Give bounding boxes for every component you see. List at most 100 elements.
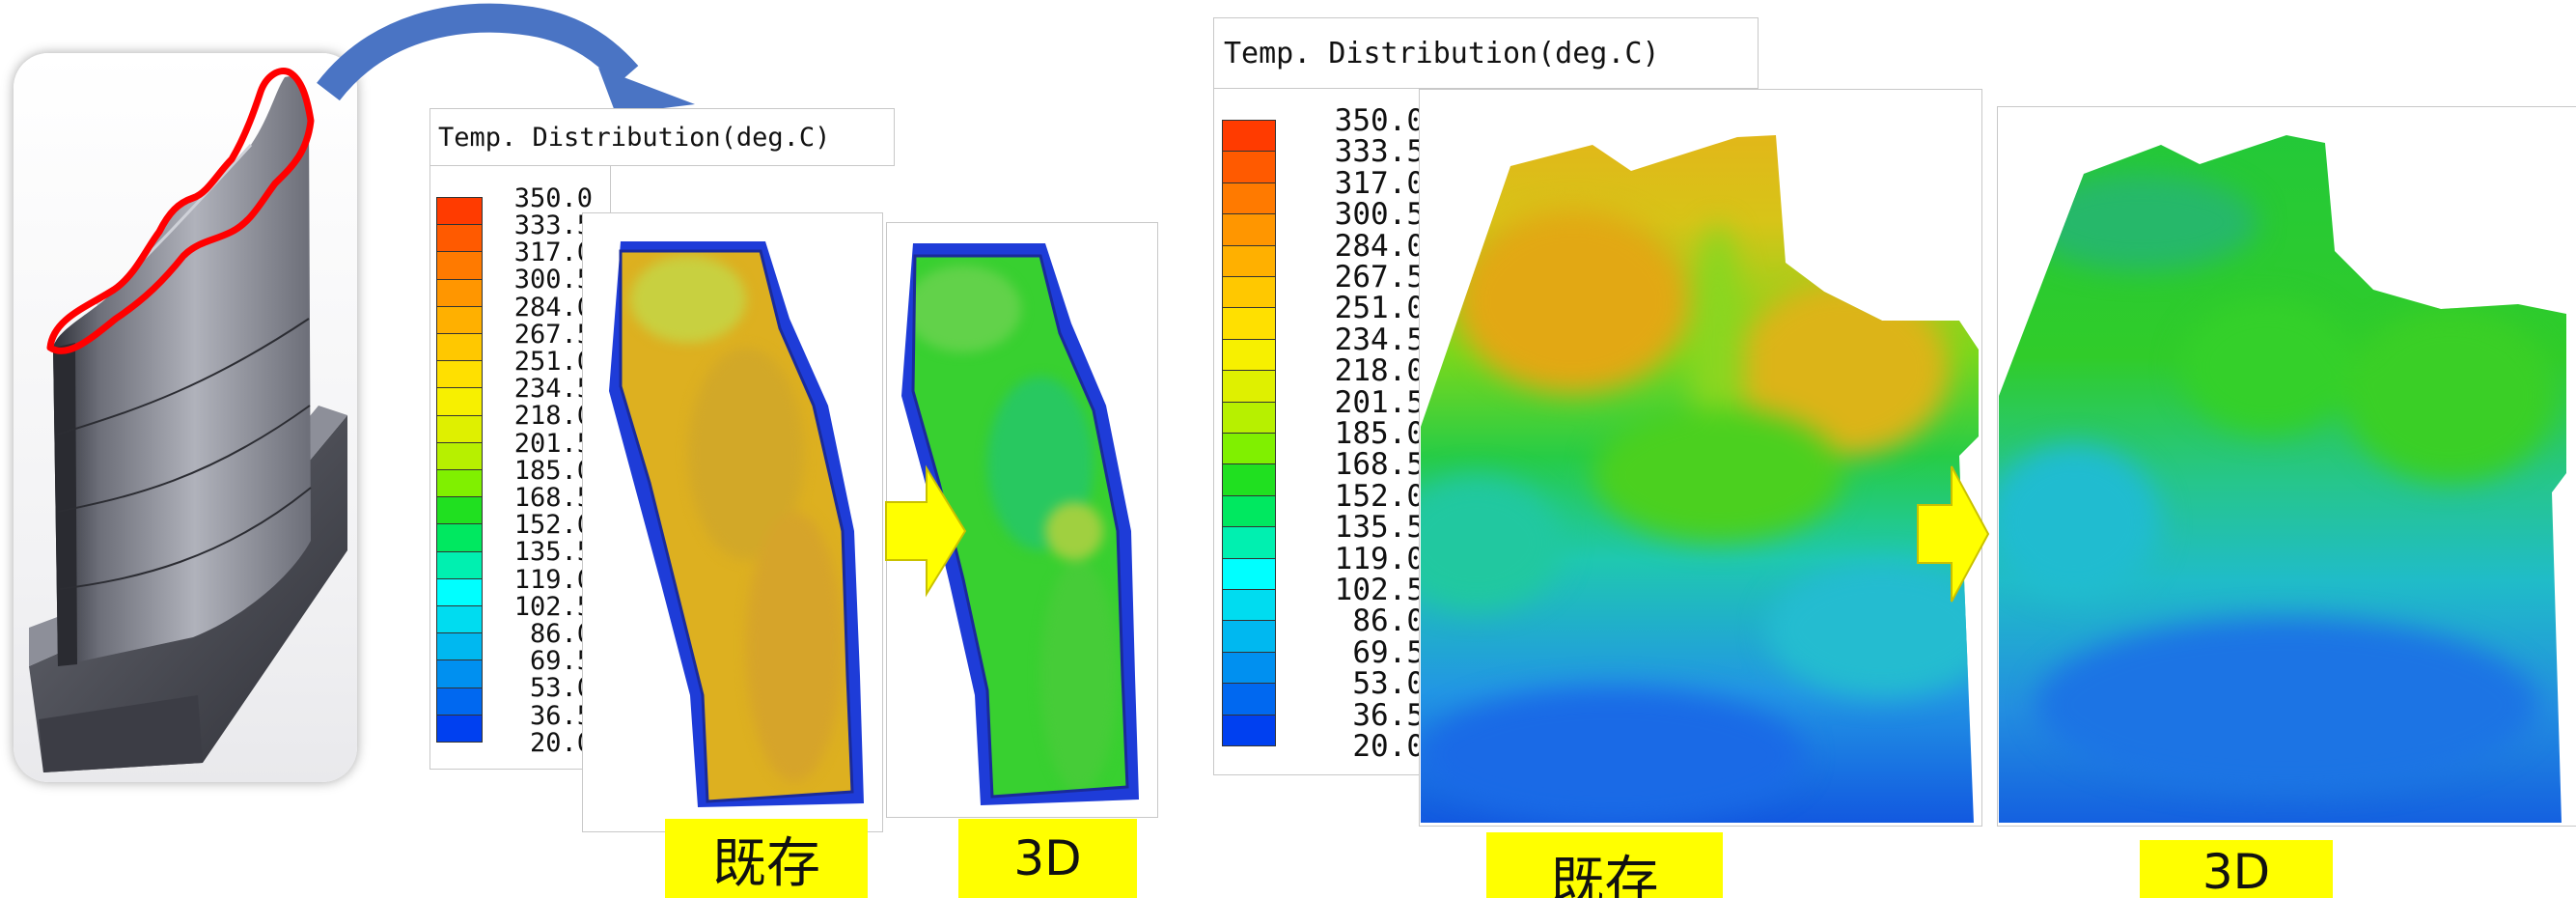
legend-swatch [436,414,483,443]
legend-swatch [436,305,483,334]
section-3d-large [1999,135,2566,823]
legend-value-label: 267.5 [513,319,593,350]
legend-swatch [1222,589,1276,622]
section-existing-large [1421,135,1979,823]
legend-value-label: 119.0 [513,564,593,595]
legend-swatch [1222,526,1276,559]
section-3d-small [901,243,1139,805]
legend-value-label: 333.5 [1334,134,1425,170]
curved-arrow-icon [317,3,695,114]
legend-value-label: 284.0 [1334,228,1425,264]
legend-swatch [1222,307,1276,340]
legend-swatch [436,278,483,307]
legend-value-label: 251.0 [513,347,593,378]
legend-swatch [436,469,483,498]
legend-value-label: 234.5 [1334,322,1425,357]
legend-swatch [1222,620,1276,653]
legend-value-label: 185.0 [513,455,593,486]
legend-value-label: 119.0 [1334,541,1425,576]
legend-value-label: 333.5 [513,210,593,241]
part-model-illustration [29,68,347,772]
legend-swatch [1222,244,1276,277]
legend-swatch [436,605,483,634]
legend-value-label: 251.0 [1334,291,1425,326]
legend-swatch [436,496,483,525]
legend-swatch [1222,494,1276,528]
legend-value-label: 267.5 [1334,260,1425,295]
legend-value-label: 69.5 [1352,634,1425,670]
part-base-block [29,415,347,772]
legend-value-label: 168.5 [1334,447,1425,483]
legend-swatch [1222,401,1276,434]
legend-swatch [1222,433,1276,465]
legend-swatch [1222,338,1276,372]
legend-swatch [436,251,483,280]
legend-value-label: 317.0 [513,238,593,268]
legend-swatch [436,714,483,743]
legend-value-label: 20.0 [529,727,593,758]
legend-swatch [1222,651,1276,685]
legend-value-label: 185.0 [1334,416,1425,452]
legend-value-label: 20.0 [1352,729,1425,765]
legend-value-label: 350.0 [1334,103,1425,139]
caption-3d-small: 3D [958,819,1137,898]
legend-title-large: Temp. Distribution(deg.C) [1213,17,1759,89]
legend-swatch [1222,557,1276,590]
legend-value-label: 36.5 [529,700,593,731]
legend-swatch [1222,182,1276,215]
legend-value-label: 218.0 [1334,353,1425,389]
legend-swatch [436,632,483,661]
caption-existing-large: 既存 [1486,832,1723,898]
caption-existing-small: 既存 [665,819,868,898]
legend-swatch [1222,151,1276,183]
legend-value-label: 53.0 [529,673,593,704]
legend-swatch [436,550,483,579]
legend-value-label: 317.0 [1334,165,1425,201]
legend-swatch [1222,683,1276,716]
legend-value-label: 350.0 [513,182,593,213]
legend-title-small: Temp. Distribution(deg.C) [429,108,895,166]
legend-value-label: 53.0 [1352,666,1425,702]
legend-value-label: 201.5 [513,428,593,459]
legend-scale-small: 350.0 333.5 317.0 300.5 284.0 267.5 251.0 234.5… [436,185,600,756]
legend-scale-large: 350.0 333.5 317.0 300.5 284.0 267.5 251.0 234.5… [1222,106,1432,762]
legend-swatch [1222,213,1276,246]
legend-swatch [436,523,483,552]
legend-swatch [1222,276,1276,309]
legend-swatch [1222,714,1276,746]
section-existing-small [609,241,864,807]
legend-swatch [1222,120,1276,153]
step-arrow-icon-large [1917,465,1990,603]
legend-swatch [436,333,483,362]
legend-swatch [436,577,483,606]
legend-swatch [436,441,483,470]
legend-value-label: 86.0 [1352,603,1425,639]
legend-swatch [436,387,483,416]
caption-3d-large: 3D [2140,840,2333,898]
highlight-outline [46,68,315,354]
legend-value-label: 86.0 [529,619,593,650]
legend-value-label: 300.5 [513,265,593,295]
legend-value-label: 102.5 [513,591,593,622]
legend-value-label: 36.5 [1352,697,1425,733]
step-arrow-icon-small [885,464,967,598]
legend-value-label: 135.5 [1334,510,1425,546]
legend-value-label: 284.0 [513,292,593,323]
legend-swatch [1222,463,1276,496]
legend-value-label: 152.0 [513,510,593,541]
legend-swatch [436,687,483,716]
legend-value-label: 102.5 [1334,573,1425,608]
legend-value-label: 135.5 [513,537,593,568]
legend-value-label: 300.5 [1334,197,1425,233]
legend-swatch [1222,370,1276,403]
legend-swatch [436,224,483,253]
legend-swatch [436,659,483,688]
legend-value-label: 234.5 [513,374,593,405]
part-blade-body [53,76,311,666]
legend-value-label: 152.0 [1334,478,1425,514]
legend-value-label: 201.5 [1334,384,1425,420]
legend-value-label: 168.5 [513,483,593,514]
legend-value-label: 69.5 [529,646,593,677]
legend-swatch [436,197,483,226]
legend-swatch [436,360,483,389]
